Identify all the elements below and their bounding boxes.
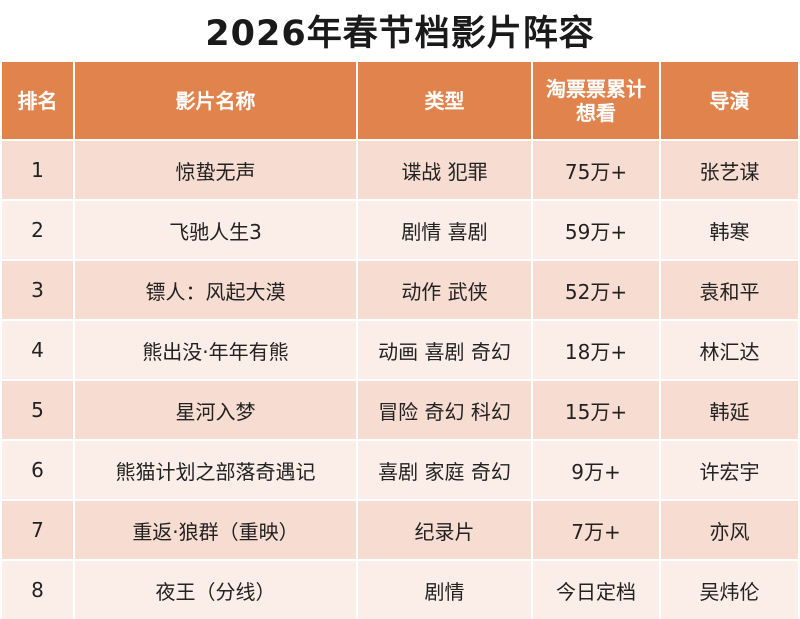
cell-rank: 1 — [2, 139, 75, 200]
cell-film: 星河入梦 — [74, 379, 358, 440]
cell-film: 重返·狼群（重映） — [74, 499, 358, 560]
cell-rank: 7 — [2, 499, 75, 560]
table-row: 7 重返·狼群（重映） 纪录片 7万+ 亦风 — [2, 499, 798, 560]
cell-film: 夜王（分线） — [74, 559, 358, 619]
cell-wish-count: 75万+ — [532, 139, 661, 200]
cell-film: 熊猫计划之部落奇遇记 — [74, 439, 358, 500]
table-header-row: 排名 影片名称 类型 淘票票累计想看 导演 — [2, 62, 798, 140]
table-row: 4 熊出没·年年有熊 动画 喜剧 奇幻 18万+ 林汇达 — [2, 319, 798, 380]
cell-wish-count: 52万+ — [532, 259, 661, 320]
cell-film: 惊蛰无声 — [74, 139, 358, 200]
cell-rank: 6 — [2, 439, 75, 500]
cell-genre: 剧情 — [357, 559, 533, 619]
header-film: 影片名称 — [74, 62, 358, 140]
cell-director: 吴炜伦 — [660, 559, 798, 619]
cell-director: 林汇达 — [660, 319, 798, 380]
table-row: 3 镖人：风起大漠 动作 武侠 52万+ 袁和平 — [2, 259, 798, 320]
cell-director: 韩寒 — [660, 199, 798, 260]
cell-director: 亦风 — [660, 499, 798, 560]
cell-genre: 动画 喜剧 奇幻 — [357, 319, 533, 380]
cell-film: 熊出没·年年有熊 — [74, 319, 358, 380]
cell-film: 飞驰人生3 — [74, 199, 358, 260]
cell-genre: 冒险 奇幻 科幻 — [357, 379, 533, 440]
table-row: 6 熊猫计划之部落奇遇记 喜剧 家庭 奇幻 9万+ 许宏宇 — [2, 439, 798, 500]
cell-rank: 4 — [2, 319, 75, 380]
cell-genre: 喜剧 家庭 奇幻 — [357, 439, 533, 500]
cell-genre: 谍战 犯罪 — [357, 139, 533, 200]
cell-director: 袁和平 — [660, 259, 798, 320]
cell-director: 许宏宇 — [660, 439, 798, 500]
cell-wish-count: 15万+ — [532, 379, 661, 440]
cell-rank: 3 — [2, 259, 75, 320]
header-rank: 排名 — [2, 62, 75, 140]
cell-film: 镖人：风起大漠 — [74, 259, 358, 320]
cell-wish-count: 18万+ — [532, 319, 661, 380]
cell-director: 张艺谋 — [660, 139, 798, 200]
cell-genre: 纪录片 — [357, 499, 533, 560]
table-row: 5 星河入梦 冒险 奇幻 科幻 15万+ 韩延 — [2, 379, 798, 440]
cell-director: 韩延 — [660, 379, 798, 440]
page-title: 2026年春节档影片阵容 — [205, 14, 595, 54]
header-wish-count: 淘票票累计想看 — [532, 62, 661, 140]
header-director: 导演 — [660, 62, 798, 140]
cell-wish-count: 今日定档 — [532, 559, 661, 619]
cell-genre: 动作 武侠 — [357, 259, 533, 320]
cell-wish-count: 9万+ — [532, 439, 661, 500]
cell-rank: 5 — [2, 379, 75, 440]
header-genre: 类型 — [357, 62, 533, 140]
cell-rank: 8 — [2, 559, 75, 619]
cell-wish-count: 59万+ — [532, 199, 661, 260]
table-row: 2 飞驰人生3 剧情 喜剧 59万+ 韩寒 — [2, 199, 798, 260]
cell-rank: 2 — [2, 199, 75, 260]
cell-genre: 剧情 喜剧 — [357, 199, 533, 260]
table-row: 8 夜王（分线） 剧情 今日定档 吴炜伦 — [2, 559, 798, 619]
film-lineup-table: 排名 影片名称 类型 淘票票累计想看 导演 1 惊蛰无声 谍战 犯罪 75万+ … — [2, 62, 798, 619]
cell-wish-count: 7万+ — [532, 499, 661, 560]
table-row: 1 惊蛰无声 谍战 犯罪 75万+ 张艺谋 — [2, 139, 798, 200]
